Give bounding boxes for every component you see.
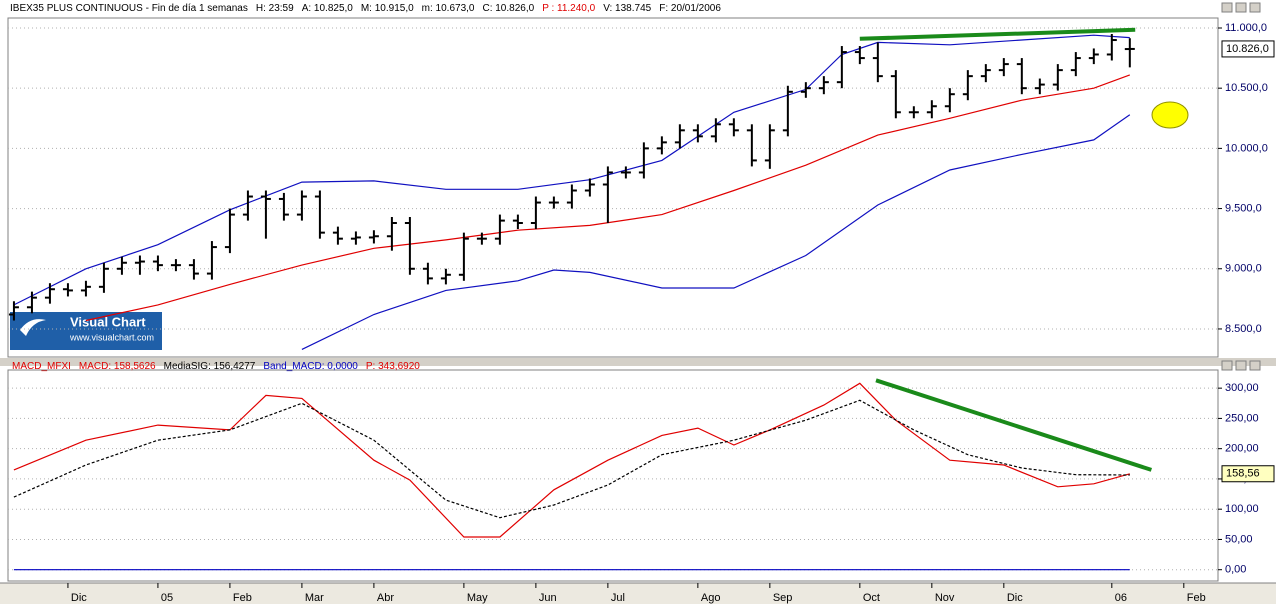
price-header: IBEX35 PLUS CONTINUOUS - Fin de día 1 se… <box>10 3 721 14</box>
y-tick-label: 50,00 <box>1225 533 1253 545</box>
trendline <box>875 378 1153 472</box>
price-panel <box>7 17 1219 358</box>
x-tick-label: Abr <box>377 592 394 604</box>
watermark-title: Visual Chart <box>70 314 146 329</box>
panel-separator <box>0 358 1276 366</box>
header-item: F: 20/01/2006 <box>659 3 721 14</box>
x-tick-label: Sep <box>773 592 793 604</box>
x-tick-label: Nov <box>935 592 955 604</box>
y-tick-label: 11.000,0 <box>1225 22 1267 34</box>
header-item: P : 11.240,0 <box>542 3 595 14</box>
watermark: Visual Chart www.visualchart.com <box>10 312 162 350</box>
y-tick-label: 250,00 <box>1225 412 1259 424</box>
header-item: A: 10.825,0 <box>302 3 354 14</box>
y-tick-label: 300,00 <box>1225 382 1259 394</box>
last-value-label: 10.826,0 <box>1226 43 1269 55</box>
x-tick-label: May <box>467 592 488 604</box>
x-tick-label: Dic <box>1007 592 1023 604</box>
header-item: H: 23:59 <box>256 3 294 14</box>
band-line <box>301 114 1131 350</box>
y-tick-label: 200,00 <box>1225 443 1259 455</box>
x-tick-label: Ago <box>701 592 721 604</box>
header-item: M: 10.915,0 <box>361 3 414 14</box>
y-tick-label: 0,00 <box>1225 564 1246 576</box>
last-value-label: 158,56 <box>1226 468 1260 480</box>
last-value-box <box>1221 40 1275 58</box>
x-tick-label: Oct <box>863 592 880 604</box>
last-value-box <box>1221 465 1275 483</box>
header-item: m: 10.673,0 <box>422 3 475 14</box>
macd-panel <box>7 369 1219 582</box>
y-tick-label: 10.000,0 <box>1225 142 1268 154</box>
series-line <box>13 399 1130 519</box>
header-item: MediaSIG: 156,4277 <box>164 361 256 372</box>
panel-button[interactable] <box>1235 360 1247 371</box>
watermark-url: www.visualchart.com <box>69 332 154 342</box>
panel-button[interactable] <box>1249 2 1261 13</box>
panel-button[interactable] <box>1235 2 1247 13</box>
x-tick-label: Dic <box>71 592 87 604</box>
series-line <box>13 382 1130 538</box>
header-item: MACD: 158,5626 <box>79 361 156 372</box>
band-line <box>85 74 1131 322</box>
x-tick-label: Feb <box>233 592 252 604</box>
marker-ellipse <box>1151 101 1189 129</box>
y-tick-label: 9.500,0 <box>1225 202 1262 214</box>
x-tick-label: Mar <box>305 592 324 604</box>
x-tick-label: Feb <box>1187 592 1206 604</box>
header-item: C: 10.826,0 <box>482 3 534 14</box>
panel-button[interactable] <box>1221 2 1233 13</box>
panel-button[interactable] <box>1249 360 1261 371</box>
x-tick-label: Jun <box>539 592 557 604</box>
y-tick-label: 100,00 <box>1225 503 1259 515</box>
watermark-box <box>10 312 162 350</box>
x-tick-label: 05 <box>161 592 173 604</box>
header-title: MACD_MFXI <box>12 361 71 372</box>
y-tick-label: 9.000,0 <box>1225 263 1262 275</box>
watermark-logo <box>20 319 46 336</box>
y-tick-label: 10.500,0 <box>1225 82 1268 94</box>
header-item: V: 138.745 <box>603 3 651 14</box>
y-tick-label: 8.500,0 <box>1225 323 1262 335</box>
header-item: P: 343,6920 <box>366 361 420 372</box>
panel-button[interactable] <box>1221 360 1233 371</box>
header-title: IBEX35 PLUS CONTINUOUS - Fin de día 1 se… <box>10 3 248 14</box>
trendline <box>859 27 1136 41</box>
x-axis-area <box>0 583 1276 604</box>
x-tick-label: 06 <box>1115 592 1127 604</box>
macd-header: MACD_MFXI MACD: 158,5626 MediaSIG: 156,427… <box>12 361 420 372</box>
x-tick-label: Jul <box>611 592 625 604</box>
header-item: Band_MACD: 0,0000 <box>263 361 358 372</box>
